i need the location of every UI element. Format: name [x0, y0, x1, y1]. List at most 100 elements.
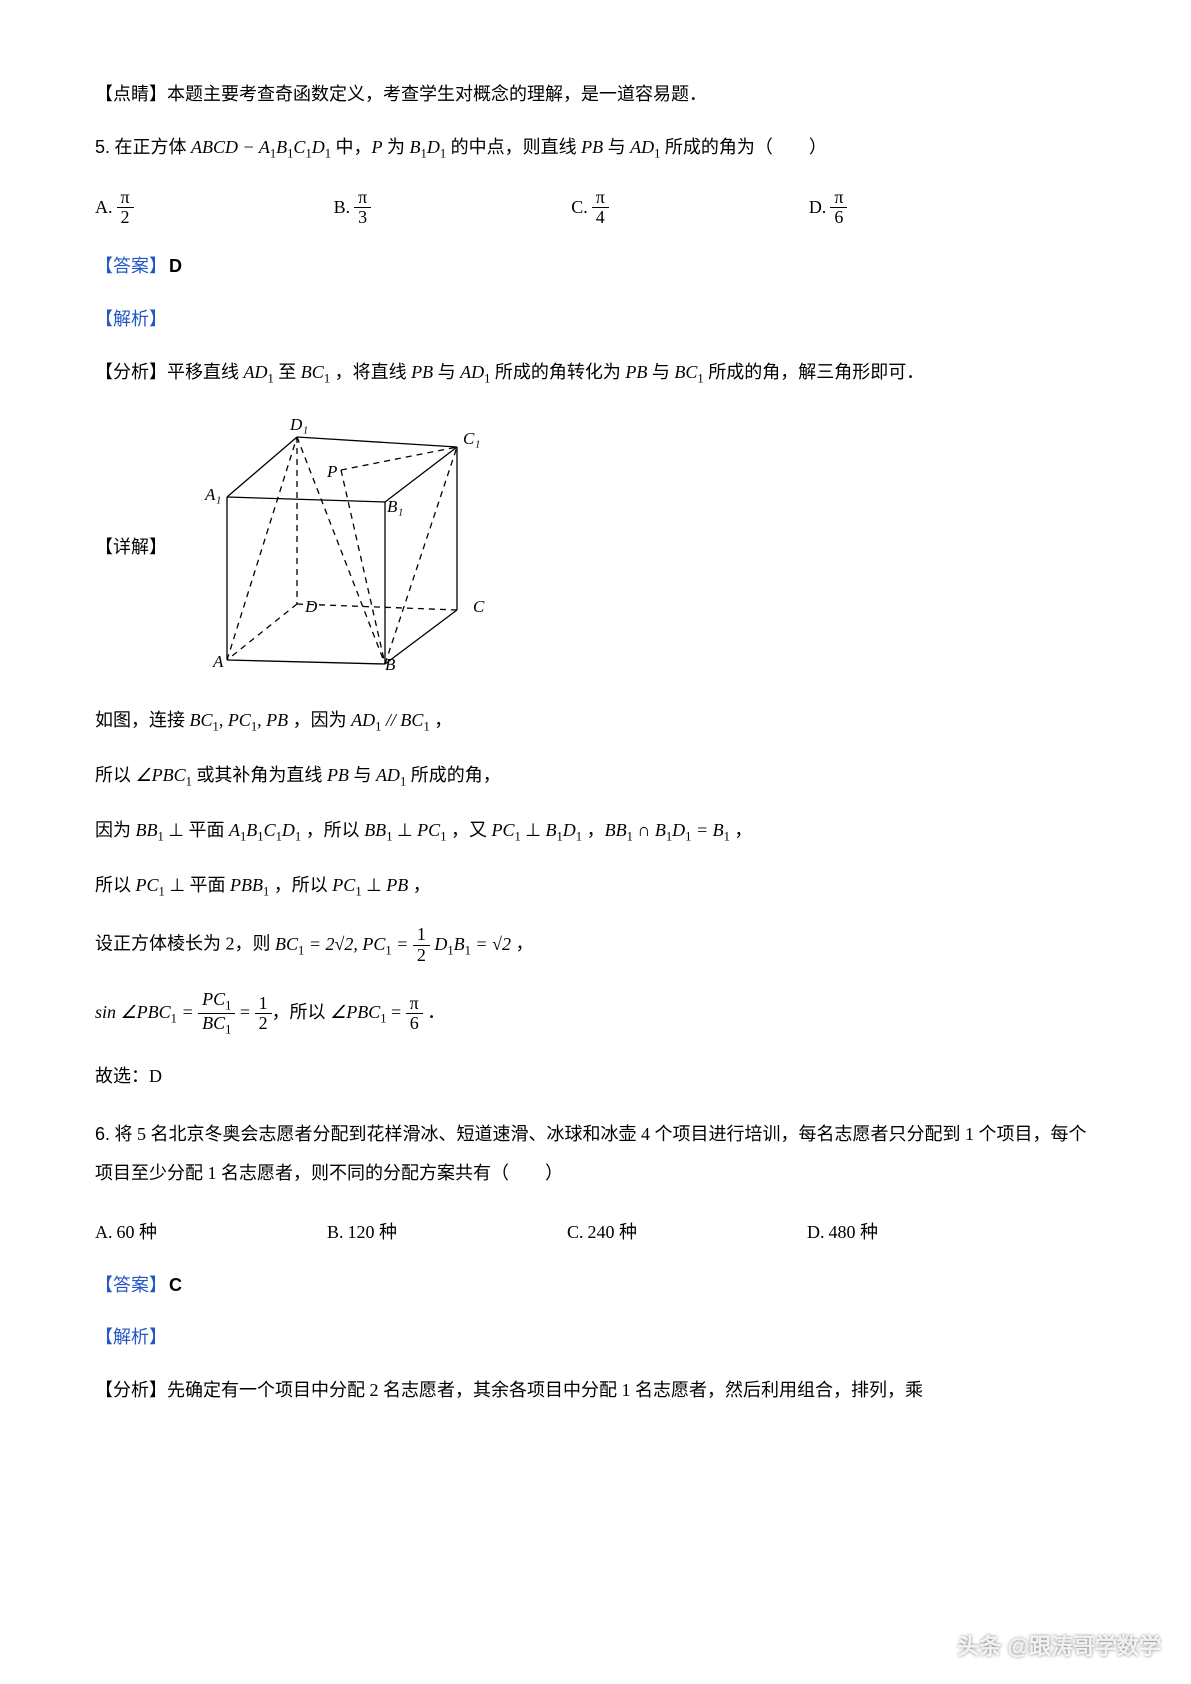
q6-option-A: A. 60 种 — [95, 1218, 157, 1247]
q5-optB-den: 3 — [354, 208, 371, 228]
q5-s5-den: 2 — [413, 946, 430, 966]
q5-stem: 5. 在正方体 ABCD − A1B1C1D1 中，P 为 B1D1 的中点，则… — [95, 133, 1096, 164]
q5-sol6-c: ，所以 ∠PBC1 = — [272, 1002, 406, 1022]
q5-math4: PB — [581, 137, 603, 157]
q5-sol6-frac2: 12 — [255, 994, 272, 1035]
q5-sol6-frac3: π6 — [406, 994, 423, 1035]
q5-option-D: D. π6 — [809, 188, 848, 229]
q5-detail-label: 【详解】 — [95, 533, 167, 562]
q5-optA-label: A. — [95, 193, 113, 222]
q5-s6-d3: 6 — [406, 1014, 423, 1034]
q5-optD-label: D. — [809, 193, 827, 222]
q6-optC-label: C. — [567, 1218, 584, 1247]
q5-fenxi-text: 平移直线 AD1 至 BC1 ，将直线 PB 与 AD1 所成的角转化为 PB … — [167, 362, 924, 382]
q6-optD-label: D. — [807, 1218, 825, 1247]
q5-number: 5. — [95, 137, 110, 157]
q6-optD-text: 480 种 — [829, 1218, 879, 1247]
q5-fenxi-label: 【分析】 — [95, 362, 167, 382]
q5-optC-num: π — [592, 188, 609, 209]
q6-optA-label: A. — [95, 1218, 113, 1247]
svg-text:P: P — [326, 462, 337, 481]
q6-analysis: 【解析】 — [95, 1323, 1096, 1352]
svg-text:C: C — [473, 597, 485, 616]
q6-analysis-label: 【解析】 — [95, 1327, 167, 1347]
q5-sol-2: 所以 ∠PBC1 或其补角为直线 PB 与 AD1 所成的角， — [95, 761, 1096, 792]
cube-figure: D₁ C₁ A₁ B₁ P D C A B — [185, 412, 515, 682]
q6-optB-label: B. — [327, 1218, 344, 1247]
q6-options: A. 60 种 B. 120 种 C. 240 种 D. 480 种 — [95, 1218, 1096, 1247]
q6-fenxi: 【分析】先确定有一个项目中分配 2 名志愿者，其余各项目中分配 1 名志愿者，然… — [95, 1376, 1096, 1405]
q5-optA-den: 2 — [117, 208, 134, 228]
q5-text-b: 中， — [331, 137, 372, 157]
q6-optB-text: 120 种 — [348, 1218, 398, 1247]
q5-option-A: A. π2 — [95, 188, 134, 229]
q5-s5-num: 1 — [413, 925, 430, 946]
q5-optD-den: 6 — [830, 208, 847, 228]
q5-optD-frac: π6 — [830, 188, 847, 229]
q5-fenxi: 【分析】平移直线 AD1 至 BC1 ，将直线 PB 与 AD1 所成的角转化为… — [95, 358, 1096, 389]
q5-optB-label: B. — [334, 193, 351, 222]
q5-sol-6: sin ∠PBC1 = PC1BC1 = 12，所以 ∠PBC1 = π6 ． — [95, 990, 1096, 1038]
q5-optB-frac: π3 — [354, 188, 371, 229]
q5-sol6-frac1: PC1BC1 — [198, 990, 235, 1038]
q5-text-c: 为 — [383, 137, 410, 157]
svg-text:B₁: B₁ — [387, 497, 403, 516]
q5-math5: AD1 — [630, 137, 660, 157]
q6-stem-text: 将 5 名北京冬奥会志愿者分配到花样滑冰、短道速滑、冰球和冰壶 4 个项目进行培… — [95, 1124, 1087, 1184]
q5-options: A. π2 B. π3 C. π4 D. π6 — [95, 188, 1096, 229]
q5-option-C: C. π4 — [571, 188, 609, 229]
q5-analysis: 【解析】 — [95, 305, 1096, 334]
q6-answer-label: 【答案】 — [95, 1275, 167, 1295]
q5-math3: B1D1 — [410, 137, 447, 157]
svg-text:C₁: C₁ — [463, 429, 480, 448]
q5-optC-den: 4 — [592, 208, 609, 228]
q6-number: 6. — [95, 1124, 110, 1144]
q5-optC-label: C. — [571, 193, 588, 222]
q5-s6-n1: PC1 — [198, 990, 235, 1014]
q5-sol-3: 因为 BB1 ⊥ 平面 A1B1C1D1 ，所以 BB1 ⊥ PC1 ，又 PC… — [95, 816, 1096, 847]
q5-sol5-frac: 12 — [413, 925, 430, 966]
q5-sol6-b: = — [235, 1002, 254, 1022]
q6-answer-value: C — [169, 1275, 182, 1295]
q5-s6-n3: π — [406, 994, 423, 1015]
q5-optA-num: π — [117, 188, 134, 209]
q5-optD-num: π — [830, 188, 847, 209]
q6-optA-text: 60 种 — [117, 1218, 158, 1247]
svg-text:B: B — [385, 655, 396, 674]
svg-text:D: D — [304, 597, 318, 616]
q5-answer-value: D — [169, 256, 182, 276]
q5-text-d: 的中点，则直线 — [446, 137, 581, 157]
svg-text:A₁: A₁ — [204, 485, 221, 504]
commentary: 【点睛】本题主要考查奇函数定义，考查学生对概念的理解，是一道容易题． — [95, 80, 1096, 109]
q6-fenxi-text: 先确定有一个项目中分配 2 名志愿者，其余各项目中分配 1 名志愿者，然后利用组… — [167, 1380, 923, 1400]
q5-optC-frac: π4 — [592, 188, 609, 229]
q5-text-e: 与 — [603, 137, 630, 157]
q5-s6-n2: 1 — [255, 994, 272, 1015]
q5-text-a: 在正方体 — [115, 137, 192, 157]
q6-optC-text: 240 种 — [588, 1218, 638, 1247]
q5-text-f: 所成的角为（ ） — [660, 137, 827, 157]
svg-text:D₁: D₁ — [289, 415, 308, 434]
q5-answer: 【答案】D — [95, 252, 1096, 281]
q5-optA-frac: π2 — [117, 188, 134, 229]
q6-answer: 【答案】C — [95, 1271, 1096, 1300]
q5-s6-d1: BC1 — [198, 1014, 235, 1037]
q5-sol5-a: 设正方体棱长为 2，则 — [95, 934, 275, 954]
q5-math2: P — [372, 137, 383, 157]
q6-stem: 6. 将 5 名北京冬奥会志愿者分配到花样滑冰、短道速滑、冰球和冰壶 4 个项目… — [95, 1115, 1096, 1194]
watermark: 头条 @跟涛哥学数学 — [957, 1629, 1161, 1664]
q5-analysis-label: 【解析】 — [95, 309, 167, 329]
q6-fenxi-label: 【分析】 — [95, 1380, 167, 1400]
q5-sol-4: 所以 PC1 ⊥ 平面 PBB1 ，所以 PC1 ⊥ PB ， — [95, 871, 1096, 902]
q6-option-B: B. 120 种 — [327, 1218, 397, 1247]
q6-option-D: D. 480 种 — [807, 1218, 878, 1247]
q5-sol-5: 设正方体棱长为 2，则 BC1 = 2√2, PC1 = 12 D1B1 = √… — [95, 925, 1096, 966]
q5-answer-label: 【答案】 — [95, 256, 167, 276]
q5-conclusion: 故选：D — [95, 1062, 1096, 1091]
q5-sol6-d: ． — [423, 1002, 446, 1022]
q5-s6-d2: 2 — [255, 1014, 272, 1034]
q5-option-B: B. π3 — [334, 188, 372, 229]
q5-detail-row: 【详解】 D₁ C₁ A₁ B₁ P D C A B — [95, 412, 1096, 682]
svg-text:A: A — [212, 652, 224, 671]
q5-math1: ABCD − A1B1C1D1 — [191, 137, 331, 157]
